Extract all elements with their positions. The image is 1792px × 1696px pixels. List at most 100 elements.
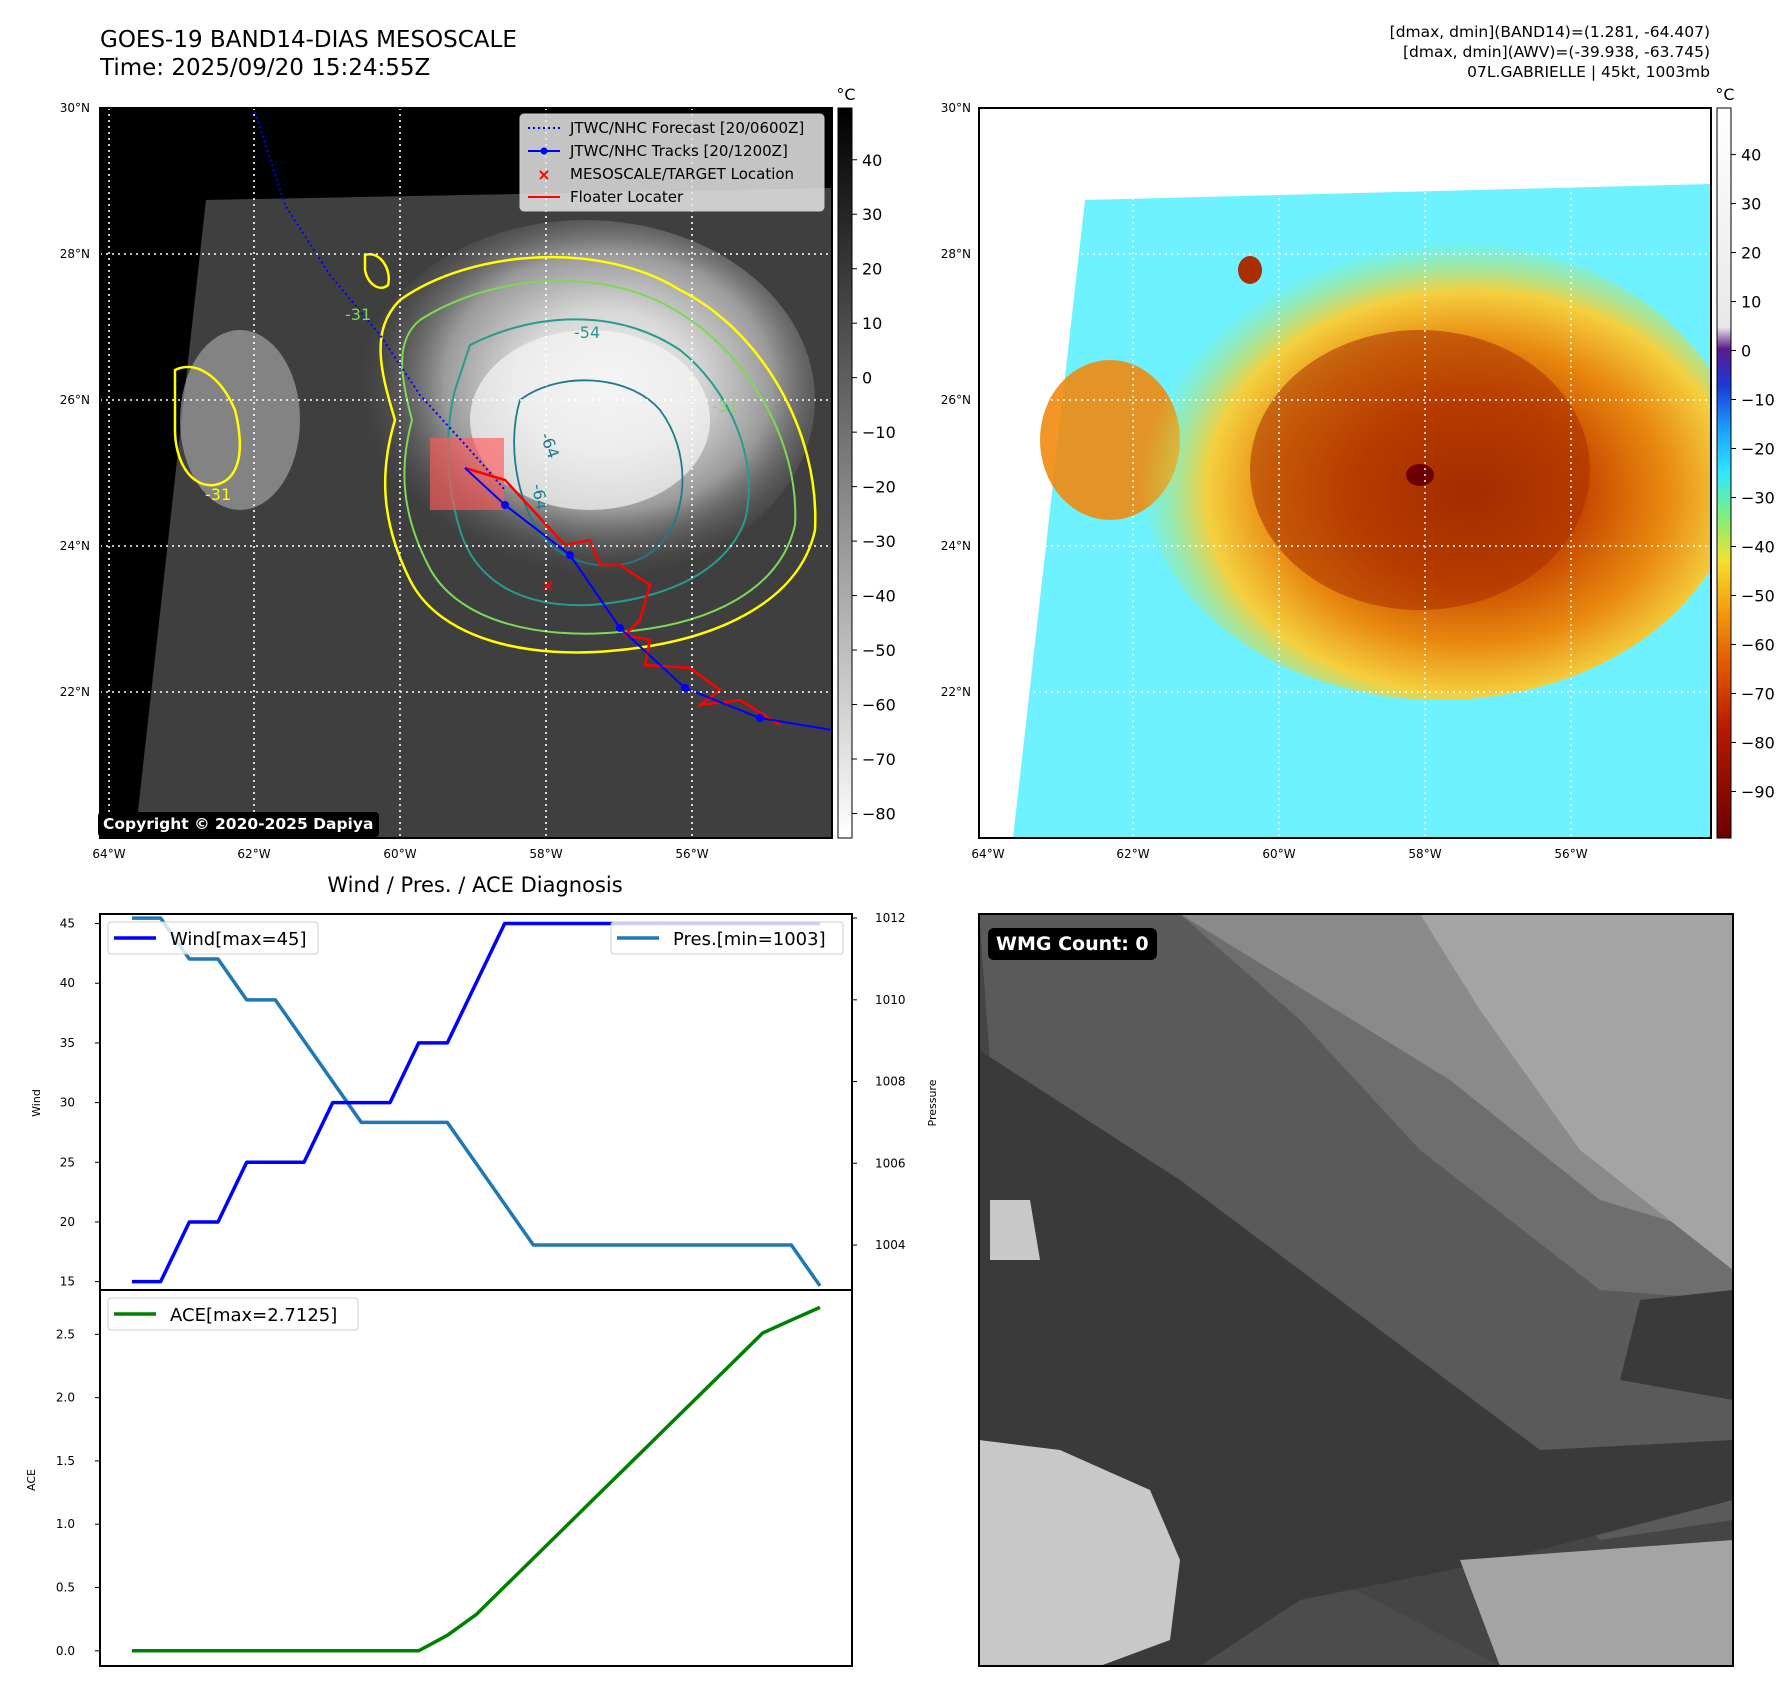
legend-ace: ACE[max=2.7125]	[170, 1305, 337, 1326]
wv-panel: 30°N 28°N 26°N 24°N 22°N 64°W 62°W 60°W …	[941, 85, 1775, 861]
pressure-tick-label: 1006	[875, 1156, 906, 1170]
colorbar-tick-label: −10	[1741, 391, 1775, 410]
target-marker: ×	[541, 576, 554, 595]
wmg-count-badge: WMG Count: 0	[988, 928, 1157, 960]
lon-label: 56°W	[675, 847, 708, 861]
wind-pres-axes	[99, 913, 853, 1291]
lat-label: 22°N	[60, 685, 90, 699]
ir-imagery: × -54 -64 -64 -31 -31 -31	[100, 108, 832, 838]
lon-label: 64°W	[971, 847, 1004, 861]
pressure-tick-label: 1012	[875, 911, 906, 925]
ace-tick-label: 2.5	[56, 1327, 75, 1341]
colorbar-tick-label: −80	[862, 804, 896, 823]
wind-tick-label: 25	[60, 1155, 75, 1169]
colorbar-tick-label: 0	[862, 369, 872, 388]
colorbar-tick-label: −10	[862, 423, 896, 442]
lat-label: 26°N	[60, 393, 90, 407]
lat-label: 30°N	[941, 101, 971, 115]
contour-label: -54	[574, 323, 600, 342]
colorbar-tick-label: −70	[1741, 684, 1775, 703]
legend-target: MESOSCALE/TARGET Location	[570, 165, 794, 183]
colorbar-tick-label: 10	[862, 314, 882, 333]
ace-series-line	[132, 1305, 821, 1653]
ace-legend: ACE[max=2.7125]	[107, 1297, 359, 1331]
colorbar-tick-label: −90	[1741, 782, 1775, 801]
lat-label: 28°N	[941, 247, 971, 261]
ace-axis-label: ACE	[25, 1469, 38, 1491]
colorbar-tick-label: 0	[1741, 342, 1751, 361]
wind-axis-label: Wind	[30, 1089, 43, 1117]
figure-title: GOES-19 BAND14-DIAS MESOSCALE Time: 2025/…	[100, 26, 517, 82]
colorbar-tick-label: −20	[862, 478, 896, 497]
colorbar-tick-label: −60	[1741, 635, 1775, 654]
colorbar-tick-label: 30	[862, 205, 882, 224]
colorbar-tick-label: −50	[1741, 586, 1775, 605]
legend-pres: Pres.[min=1003]	[673, 929, 826, 950]
info-line-band14: [dmax, dmin](BAND14)=(1.281, -64.407)	[1389, 23, 1710, 41]
pressure-series-line	[132, 916, 822, 1287]
track-point	[756, 714, 764, 722]
lat-label: 26°N	[941, 393, 971, 407]
colorbar-tick-label: 30	[1741, 195, 1761, 214]
wv-colorbar: °C 40 30 20 10 0 −10 −20 −30 −40 −50 −60 −70 −80 −90	[1715, 85, 1775, 839]
wv-frame	[978, 107, 1712, 839]
copyright-badge: Copyright © 2020-2025 Dapiya	[98, 812, 380, 837]
target-box	[430, 438, 504, 510]
info-line-awv: [dmax, dmin](AWV)=(-39.938, -63.745)	[1403, 43, 1710, 61]
track-point	[566, 551, 574, 559]
wv-imagery	[979, 108, 1711, 838]
wv-colorbar-unit: °C	[1715, 85, 1734, 104]
lon-label: 56°W	[1554, 847, 1587, 861]
lat-label: 30°N	[60, 101, 90, 115]
lon-label: 62°W	[237, 847, 270, 861]
colorbar-tick-label: −80	[1741, 733, 1775, 752]
wind-legend: Wind[max=45]	[107, 921, 319, 955]
colorbar-tick-label: 40	[1741, 146, 1761, 165]
wind-tick-label: 40	[60, 976, 75, 990]
colorbar-tick-label: −50	[862, 641, 896, 660]
ace-tick-label: 2.0	[56, 1391, 75, 1405]
legend-floater: Floater Locater	[570, 188, 684, 206]
ir-frame	[99, 107, 833, 839]
colorbar-tick-label: −20	[1741, 440, 1775, 459]
figure-info: [dmax, dmin](BAND14)=(1.281, -64.407) [dm…	[1390, 22, 1710, 82]
legend-forecast: JTWC/NHC Forecast [20/0600Z]	[569, 119, 804, 137]
forecast-track	[254, 111, 506, 491]
pressure-tick-label: 1004	[875, 1238, 906, 1252]
info-line-storm: 07L.GABRIELLE | 45kt, 1003mb	[1467, 63, 1710, 81]
lon-label: 58°W	[529, 847, 562, 861]
wmg-imagery	[979, 914, 1733, 1666]
lon-label: 58°W	[1408, 847, 1441, 861]
ace-axes	[99, 1289, 853, 1667]
diagnosis-panel: Wind / Pres. / ACE Diagnosis Wind Pressu…	[25, 873, 939, 1667]
wind-tick-label: 35	[60, 1036, 75, 1050]
lat-label: 24°N	[60, 539, 90, 553]
colorbar-tick-label: −70	[862, 750, 896, 769]
ir-panel: × -54 -64 -64 -31 -31 -31 30°	[60, 85, 896, 861]
pressure-tick-label: 1010	[875, 993, 906, 1007]
colorbar-tick-label: 20	[862, 260, 882, 279]
contour-label: -31	[205, 485, 231, 504]
ace-tick-label: 0.5	[56, 1581, 75, 1595]
track-point	[681, 684, 689, 692]
colorbar-tick-label: 20	[1741, 244, 1761, 263]
ace-tick-label: 1.0	[56, 1517, 75, 1531]
track-point	[501, 501, 509, 509]
svg-text:×: ×	[537, 165, 550, 184]
colorbar-tick-label: −40	[862, 587, 896, 606]
wind-tick-label: 45	[60, 917, 75, 931]
track-point	[616, 624, 624, 632]
wind-tick-label: 30	[60, 1096, 75, 1110]
legend-tracks: JTWC/NHC Tracks [20/1200Z]	[569, 142, 788, 160]
colorbar-tick-label: −30	[862, 532, 896, 551]
wmg-panel	[978, 913, 1734, 1667]
lon-label: 60°W	[1262, 847, 1295, 861]
ir-colorbar: °C 40 30 20 10 0 −10 −20 −30 −40 −50 −60 −70 −80	[836, 85, 896, 839]
lon-label: 64°W	[92, 847, 125, 861]
lon-label: 60°W	[383, 847, 416, 861]
colorbar-tick-label: −60	[862, 696, 896, 715]
title-line-2: Time: 2025/09/20 15:24:55Z	[100, 55, 431, 81]
legend-wind: Wind[max=45]	[170, 929, 307, 950]
wind-tick-label: 15	[60, 1275, 75, 1289]
